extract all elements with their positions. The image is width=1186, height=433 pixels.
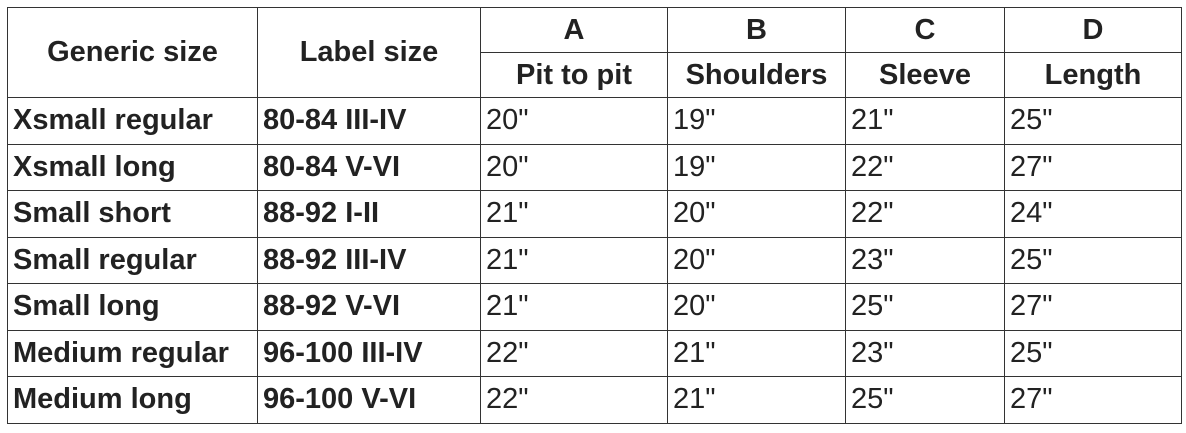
value-cell: 25" — [1004, 97, 1182, 145]
value-cell: 23" — [845, 329, 1005, 377]
size-cell: Medium regular — [7, 329, 258, 377]
size-cell: 88-92 I-II — [257, 190, 481, 238]
size-cell: Small long — [7, 283, 258, 331]
table-row: Small short 88-92 I-II 21" 20" 22" 24" — [7, 190, 1182, 238]
value-cell: 21" — [667, 376, 846, 424]
value-cell: 27" — [1004, 376, 1182, 424]
value-cell: 22" — [845, 143, 1005, 191]
size-table: Generic size Label size A B C D Pit to pit Shou… — [7, 7, 1182, 424]
size-cell: Xsmall regular — [7, 97, 258, 145]
header-cell: Label size — [257, 7, 481, 98]
value-cell: 20" — [667, 236, 846, 284]
value-cell: 21" — [845, 97, 1005, 145]
size-cell: 96-100 V-VI — [257, 376, 481, 424]
header-letter: B — [667, 7, 846, 53]
header-letter: D — [1004, 7, 1182, 53]
value-cell: 25" — [1004, 236, 1182, 284]
table-row: Medium regular 96-100 III-IV 22" 21" 23" 25" — [7, 329, 1182, 377]
header-measure: Shoulders — [667, 52, 846, 98]
size-cell: 96-100 III-IV — [257, 329, 481, 377]
value-cell: 21" — [480, 190, 668, 238]
size-cell: Small regular — [7, 236, 258, 284]
table-row: Xsmall long 80-84 V-VI 20" 19" 22" 27" — [7, 143, 1182, 191]
table-row: Pit to pit Shoulders Sleeve Length — [8, 52, 1182, 98]
header-cell: Generic size — [7, 7, 258, 98]
value-cell: 20" — [667, 283, 846, 331]
table-row: Generic size Label size A B C D — [7, 7, 1182, 98]
table-row: Small long 88-92 V-VI 21" 20" 25" 27" — [7, 283, 1182, 331]
header-letter: A — [480, 7, 668, 53]
value-cell: 19" — [667, 143, 846, 191]
value-cell: 20" — [480, 143, 668, 191]
size-cell: 88-92 III-IV — [257, 236, 481, 284]
table-row: Xsmall regular 80-84 III-IV 20" 19" 21" 25" — [7, 97, 1182, 145]
header-measure: Pit to pit — [480, 52, 668, 98]
value-cell: 22" — [480, 329, 668, 377]
value-cell: 21" — [480, 236, 668, 284]
size-cell: 80-84 III-IV — [257, 97, 481, 145]
value-cell: 22" — [480, 376, 668, 424]
size-cell: Small short — [7, 190, 258, 238]
value-cell: 24" — [1004, 190, 1182, 238]
size-cell: Xsmall long — [7, 143, 258, 191]
table-row: Small regular 88-92 III-IV 21" 20" 23" 25" — [7, 236, 1182, 284]
value-cell: 22" — [845, 190, 1005, 238]
value-cell: 20" — [667, 190, 846, 238]
size-cell: 80-84 V-VI — [257, 143, 481, 191]
header-measure: Length — [1004, 52, 1182, 98]
header-letter: C — [845, 7, 1005, 53]
table-row: Medium long 96-100 V-VI 22" 21" 25" 27" — [7, 376, 1182, 424]
value-cell: 27" — [1004, 283, 1182, 331]
value-cell: 25" — [845, 376, 1005, 424]
value-cell: 23" — [845, 236, 1005, 284]
value-cell: 25" — [845, 283, 1005, 331]
value-cell: 21" — [480, 283, 668, 331]
value-cell: 25" — [1004, 329, 1182, 377]
size-cell: 88-92 V-VI — [257, 283, 481, 331]
value-cell: 19" — [667, 97, 846, 145]
value-cell: 21" — [667, 329, 846, 377]
value-cell: 20" — [480, 97, 668, 145]
header-measure: Sleeve — [845, 52, 1005, 98]
table-wrap: Generic size Label size A B C D Pit to pit Shou… — [7, 7, 1182, 424]
value-cell: 27" — [1004, 143, 1182, 191]
size-cell: Medium long — [7, 376, 258, 424]
